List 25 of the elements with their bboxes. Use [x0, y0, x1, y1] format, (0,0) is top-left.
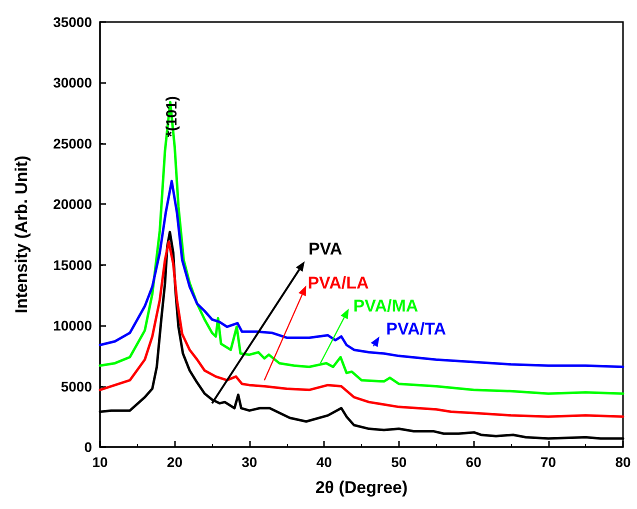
annotation: *(101) — [164, 96, 181, 137]
x-tick-label: 50 — [391, 454, 407, 470]
x-axis-title: 2θ (Degree) — [315, 478, 408, 497]
x-tick-label: 10 — [92, 454, 108, 470]
y-tick-label: 20000 — [53, 196, 92, 212]
y-tick-label: 25000 — [53, 135, 92, 152]
x-tick-label: 60 — [466, 454, 482, 470]
x-tick-label: 30 — [242, 454, 258, 470]
legend-label: PVA/MA — [353, 296, 418, 316]
series-label: PVA/TA — [386, 320, 446, 339]
y-tick-label: 35000 — [53, 14, 92, 30]
legend-label: PVA/LA — [308, 274, 369, 293]
y-tick-label: 15000 — [53, 256, 92, 273]
text: PVA — [308, 240, 342, 259]
y-tick-label: 0 — [84, 439, 92, 455]
x-tick-label: 40 — [316, 454, 332, 470]
y-tick-label: 10000 — [53, 318, 92, 334]
y-axis-title: Intensity (Arb. Unit) — [12, 156, 31, 314]
y-tick-label: 5000 — [60, 378, 92, 394]
y-tick-label: 30000 — [53, 74, 92, 91]
x-tick-label: 80 — [615, 454, 631, 470]
x-tick-label: 20 — [166, 454, 183, 470]
x-tick-label: 70 — [540, 454, 556, 470]
line-series — [98, 240, 624, 418]
line-series — [98, 180, 624, 368]
